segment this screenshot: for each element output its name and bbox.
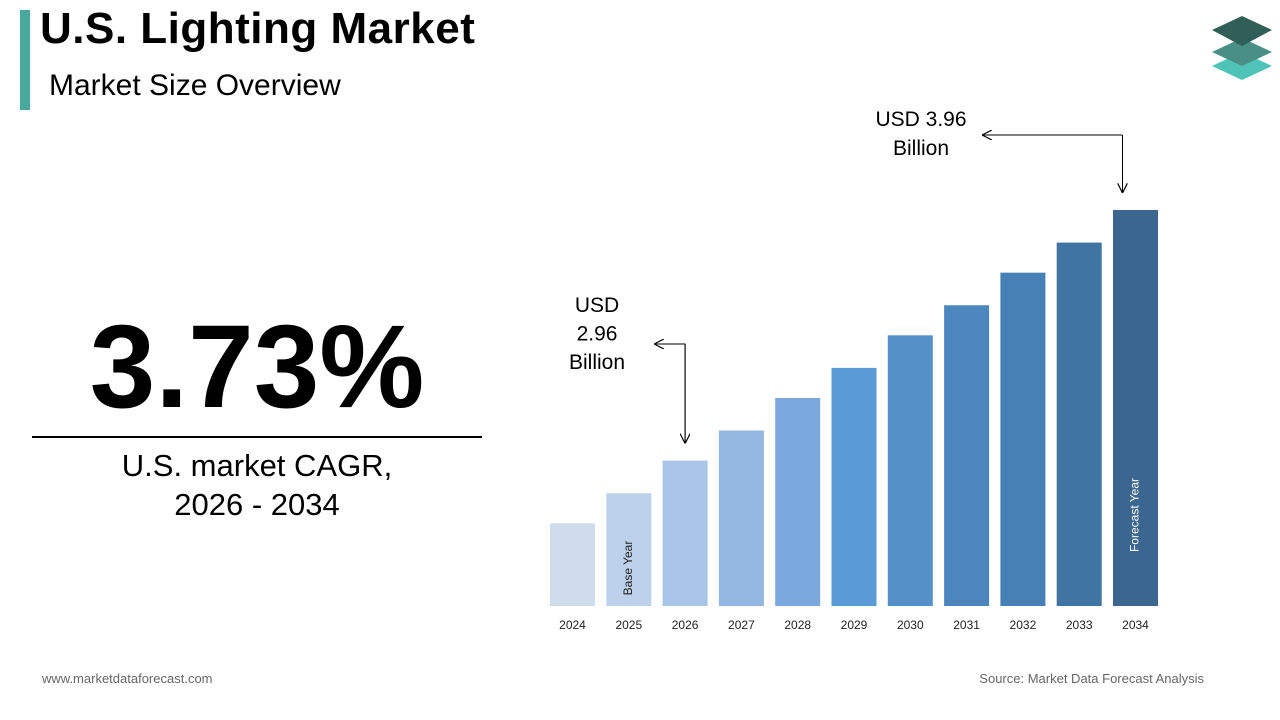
- annotation-2026-line1: USD: [575, 294, 619, 317]
- x-tick-2031: 2031: [953, 618, 980, 632]
- x-tick-2025: 2025: [615, 618, 642, 632]
- x-tick-2029: 2029: [841, 618, 868, 632]
- annotation-2034-line2: Billion: [893, 137, 949, 160]
- logo-layer-top: [1212, 16, 1272, 46]
- bar-2029: [831, 367, 877, 606]
- x-tick-2024: 2024: [559, 618, 586, 632]
- x-tick-2032: 2032: [1010, 618, 1037, 632]
- x-tick-2033: 2033: [1066, 618, 1093, 632]
- annotation-2026-line2: 2.96: [577, 323, 618, 346]
- layers-stack-icon: [1212, 16, 1272, 80]
- bar-2030: [887, 335, 933, 606]
- x-tick-2026: 2026: [672, 618, 699, 632]
- cagr-caption-line1: U.S. market CAGR,: [121, 448, 393, 483]
- cagr-divider: [32, 436, 482, 438]
- x-tick-2034: 2034: [1122, 618, 1149, 632]
- bar-2028: [775, 397, 821, 606]
- bar-2024: [550, 523, 595, 606]
- annotation-2034-line1: USD 3.96: [875, 108, 966, 131]
- bar-2034: [1113, 210, 1158, 606]
- cagr-caption: U.S. market CAGR, 2026 - 2034: [32, 446, 482, 524]
- title-accent-bar: [20, 10, 30, 110]
- bar-2026: [662, 460, 708, 606]
- cagr-value: 3.73%: [89, 301, 425, 433]
- page-title: U.S. Lighting Market: [40, 4, 476, 53]
- x-tick-2030: 2030: [897, 618, 924, 632]
- x-tick-2027: 2027: [728, 618, 755, 632]
- bar-2032: [1000, 272, 1046, 606]
- cagr-caption-line2: 2026 - 2034: [174, 487, 340, 522]
- footer-source: Source: Market Data Forecast Analysis: [979, 671, 1204, 686]
- page-subtitle: Market Size Overview: [49, 69, 341, 102]
- logo-layer-middle: [1212, 38, 1272, 66]
- bar-2033: [1056, 242, 1102, 606]
- bar-label-2025: Base Year: [621, 541, 635, 596]
- bar-2025: [606, 493, 652, 606]
- bar-2031: [944, 305, 990, 606]
- annotation-arrow-2026: [655, 344, 686, 443]
- footer-website: www.marketdataforecast.com: [42, 671, 213, 686]
- x-tick-2028: 2028: [784, 618, 811, 632]
- bar-2027: [718, 430, 764, 606]
- bar-label-2034: Forecast Year: [1128, 478, 1142, 552]
- annotation-2026-line3: Billion: [569, 351, 625, 374]
